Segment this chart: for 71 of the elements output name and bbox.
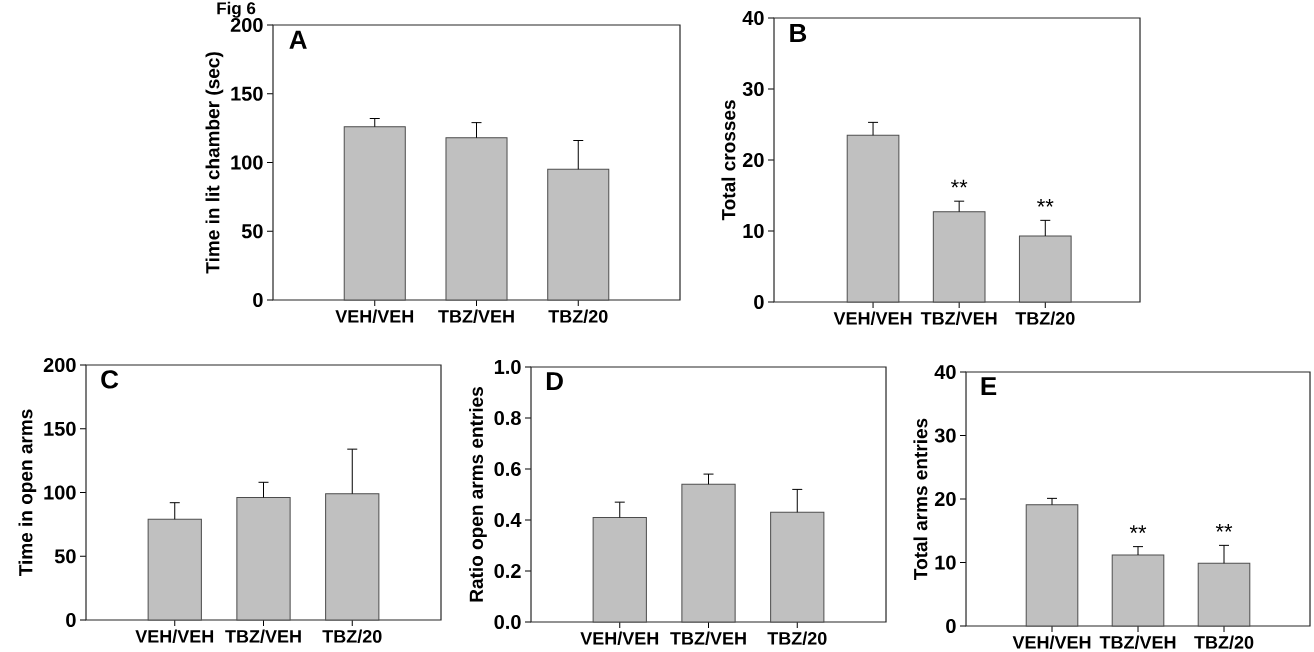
- y-tick-label: 0.4: [494, 512, 522, 527]
- bar: [592, 516, 647, 623]
- bar: [681, 483, 736, 623]
- y-tick-label: 0.6: [494, 461, 521, 476]
- x-tick-label: TBZ/VEH: [1099, 635, 1176, 649]
- y-tick-label: 50: [241, 224, 263, 239]
- x-tick-label: TBZ/VEH: [225, 629, 301, 643]
- x-tick-label: VEH/VEH: [580, 631, 659, 645]
- x-tick-label: TBZ/VEH: [920, 311, 997, 325]
- y-tick-label: 10: [743, 223, 764, 238]
- bar: [1197, 562, 1251, 627]
- y-tick-label: 100: [44, 485, 76, 500]
- y-tick-label: 0: [946, 618, 956, 633]
- annotation: **: [1215, 523, 1233, 532]
- bar: [1111, 554, 1165, 627]
- chart-title: A: [289, 30, 307, 49]
- x-tick-label: TBZ/VEH: [438, 309, 514, 323]
- y-tick-label: 1.0: [494, 359, 521, 374]
- bar: [1025, 504, 1079, 627]
- x-tick-label: TBZ/20: [767, 631, 827, 645]
- chart-title: E: [981, 377, 997, 395]
- bar: [770, 511, 825, 623]
- bar: [1018, 235, 1072, 303]
- bar: [932, 211, 986, 303]
- x-tick-label: VEH/VEH: [135, 629, 214, 643]
- bar: [445, 137, 508, 301]
- y-axis-title: Time in lit chamber (sec): [205, 52, 224, 274]
- y-tick-label: 0.2: [494, 563, 521, 578]
- y-tick-label: 40: [934, 364, 956, 379]
- chart-title: B: [790, 23, 807, 42]
- annotation: **: [950, 179, 968, 188]
- x-tick-label: VEH/VEH: [335, 309, 414, 323]
- y-tick-label: 10: [935, 555, 956, 570]
- bar: [547, 168, 610, 301]
- x-tick-label: VEH/VEH: [833, 311, 912, 325]
- caption: Fig 6: [217, 1, 256, 18]
- y-tick-label: 150: [231, 86, 263, 101]
- x-tick-label: VEH/VEH: [1012, 635, 1091, 649]
- y-axis-title: Total arms entries: [913, 418, 928, 580]
- chart-title: C: [101, 370, 119, 389]
- y-tick-label: 20: [934, 491, 956, 506]
- y-tick-label: 0: [253, 292, 263, 307]
- bar: [343, 126, 406, 301]
- bar: [236, 496, 291, 621]
- y-axis-title: Total crosses: [721, 100, 736, 221]
- y-tick-label: 0.0: [494, 614, 521, 629]
- annotation: **: [1037, 198, 1054, 207]
- x-tick-label: TBZ/20: [1194, 635, 1254, 649]
- y-tick-label: 200: [43, 357, 76, 372]
- bar: [325, 493, 380, 621]
- y-tick-label: 0: [754, 294, 764, 309]
- x-tick-label: TBZ/VEH: [670, 631, 746, 645]
- y-tick-label: 150: [44, 421, 76, 436]
- y-tick-label: 50: [54, 549, 76, 564]
- y-tick-label: 100: [231, 155, 263, 170]
- chart-title: D: [546, 372, 563, 390]
- x-tick-label: TBZ/20: [322, 629, 382, 643]
- y-axis-title: Time in open arms: [18, 409, 37, 576]
- annotation: **: [1129, 525, 1147, 533]
- bar: [846, 134, 900, 303]
- bar: [147, 518, 202, 621]
- x-tick-label: TBZ/20: [548, 309, 608, 323]
- x-tick-label: TBZ/20: [1015, 311, 1075, 325]
- y-tick-label: 20: [742, 152, 764, 167]
- y-tick-label: 30: [742, 81, 764, 96]
- y-tick-label: 40: [742, 10, 764, 25]
- y-tick-label: 30: [934, 428, 956, 443]
- y-axis-title: Ratio open arms entries: [469, 386, 487, 602]
- y-tick-label: 0.8: [494, 410, 521, 425]
- y-tick-label: 0: [66, 612, 76, 627]
- y-tick-label: 200: [230, 17, 263, 32]
